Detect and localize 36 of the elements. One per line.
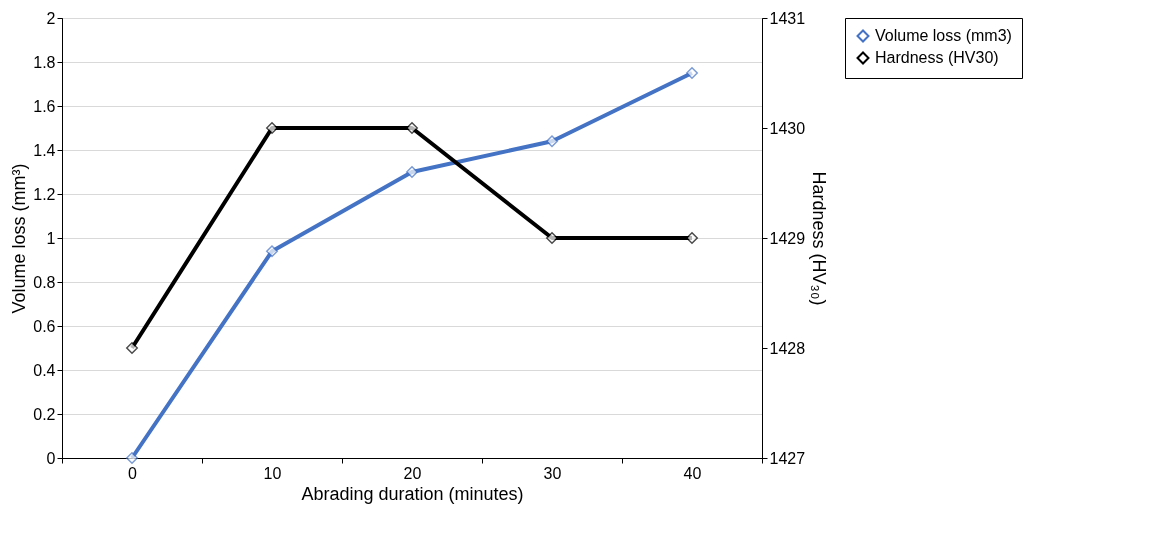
x-tick-label: 30 — [543, 464, 562, 482]
y2-tick-label: 1431 — [769, 9, 806, 27]
y-tick-label: 0 — [46, 449, 56, 467]
x-axis-title: Abrading duration (minutes) — [301, 483, 524, 504]
point — [686, 232, 698, 244]
y2-axis-title: Hardness (HV₃₀) — [809, 171, 830, 306]
point — [266, 245, 278, 258]
y2-tick-label: 1430 — [769, 119, 806, 137]
y-tick-label: 1.6 — [33, 97, 56, 115]
point — [126, 342, 138, 354]
point — [406, 122, 418, 134]
y2-tick-label: 1427 — [769, 449, 806, 467]
legend-label: Volume loss (mm3) — [875, 27, 1012, 44]
point — [406, 166, 418, 178]
point — [126, 452, 138, 464]
x-tick-label: 0 — [128, 464, 138, 482]
y-tick-label: 0.8 — [33, 273, 56, 291]
y2-tick-label: 1429 — [769, 229, 806, 247]
x-tick-label: 10 — [263, 464, 282, 482]
y-tick-label: 2 — [46, 9, 56, 27]
y-tick-label: 1.2 — [33, 185, 56, 203]
legend-label: Hardness (HV30) — [875, 49, 999, 66]
point — [546, 135, 558, 148]
y-tick-label: 0.2 — [33, 405, 56, 423]
x-tick-label: 20 — [403, 464, 422, 482]
x-tick-label: 40 — [683, 464, 702, 482]
y-tick-label: 0.4 — [33, 361, 56, 379]
y-axis-title: Volume loss (mm³) — [9, 163, 30, 314]
point — [546, 232, 558, 244]
point — [266, 122, 278, 134]
y-tick-label: 1 — [46, 229, 56, 247]
y-tick-label: 1.8 — [33, 53, 56, 71]
y-tick-label: 0.6 — [33, 317, 56, 335]
y-tick-label: 1.4 — [33, 141, 56, 159]
y2-tick-label: 1428 — [769, 339, 806, 357]
point — [686, 67, 698, 79]
